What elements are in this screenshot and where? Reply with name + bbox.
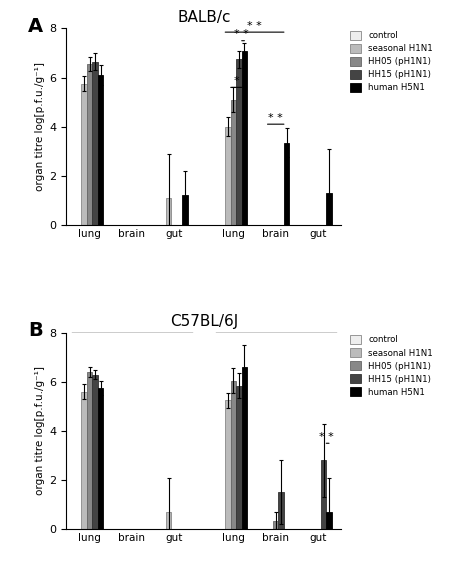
Text: * *: * * — [234, 29, 249, 39]
Bar — [82, 84, 87, 225]
Bar — [236, 59, 242, 225]
Bar — [98, 75, 103, 225]
Bar — [92, 374, 98, 529]
Bar — [87, 64, 92, 225]
Text: 3d p.i.: 3d p.i. — [114, 366, 149, 376]
Text: * *: * * — [268, 113, 283, 123]
Title: BALB/c: BALB/c — [177, 10, 230, 24]
Bar — [98, 388, 103, 529]
Bar — [273, 521, 278, 529]
Bar — [242, 367, 247, 529]
Text: * *: * * — [247, 20, 262, 31]
Bar — [326, 193, 332, 225]
Title: C57BL/6J: C57BL/6J — [170, 314, 238, 329]
Bar — [236, 386, 242, 529]
Text: *: * — [233, 76, 239, 86]
Text: A: A — [28, 17, 43, 36]
Bar — [231, 381, 236, 529]
Text: B: B — [28, 321, 43, 340]
Y-axis label: organ titre log[p.f.u./g⁻¹]: organ titre log[p.f.u./g⁻¹] — [36, 62, 46, 191]
Legend: control, seasonal H1N1, HH05 (pH1N1), HH15 (pH1N1), human H5N1: control, seasonal H1N1, HH05 (pH1N1), HH… — [348, 29, 435, 94]
Bar — [284, 143, 290, 225]
Y-axis label: organ titre log[p.f.u./g⁻¹]: organ titre log[p.f.u./g⁻¹] — [36, 366, 46, 496]
Bar — [166, 198, 172, 225]
Bar — [92, 61, 98, 225]
Text: * *: * * — [319, 432, 334, 442]
Bar — [182, 195, 188, 225]
Text: 6d p.i.: 6d p.i. — [258, 366, 293, 376]
Bar — [87, 372, 92, 529]
Legend: control, seasonal H1N1, HH05 (pH1N1), HH15 (pH1N1), human H5N1: control, seasonal H1N1, HH05 (pH1N1), HH… — [348, 333, 435, 398]
Bar — [326, 512, 332, 529]
Bar — [242, 51, 247, 225]
Bar — [82, 391, 87, 529]
Bar — [278, 492, 284, 529]
Bar — [225, 401, 231, 529]
Bar — [225, 127, 231, 225]
Bar — [166, 512, 172, 529]
Bar — [231, 100, 236, 225]
Bar — [321, 460, 326, 529]
